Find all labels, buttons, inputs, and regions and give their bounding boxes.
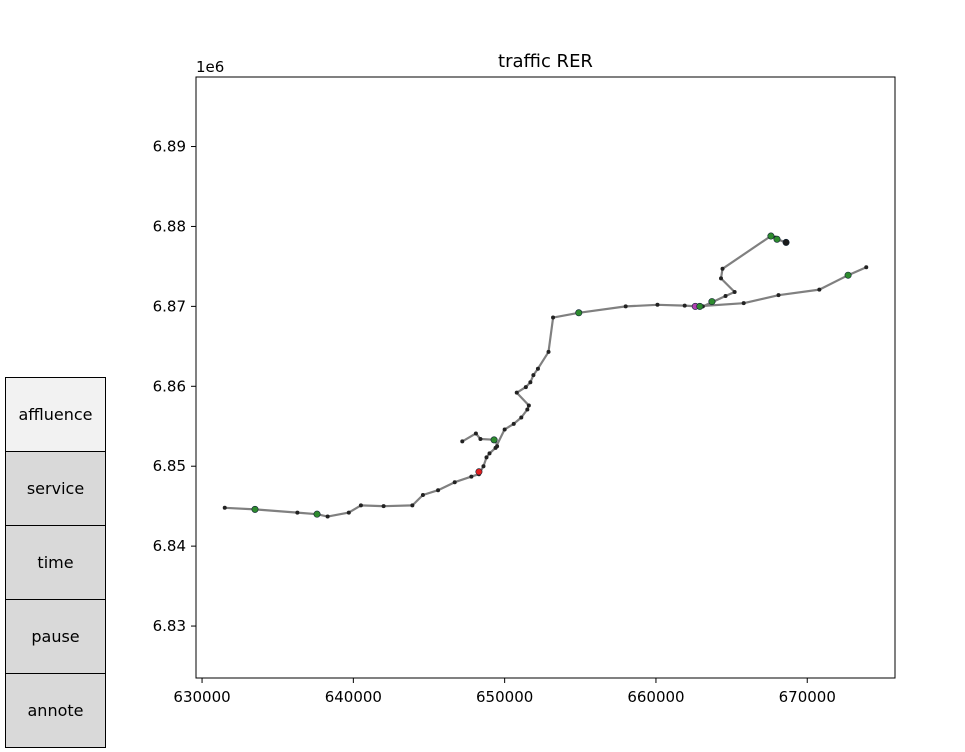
route-point	[525, 407, 530, 412]
route-point	[469, 474, 474, 479]
y-tick-label: 6.84	[153, 537, 186, 555]
route-point	[420, 492, 425, 497]
y-tick-label: 6.85	[153, 457, 186, 475]
route-point	[732, 289, 737, 294]
route-point	[623, 304, 628, 309]
station-marker	[490, 436, 498, 444]
y-tick-label: 6.89	[153, 138, 186, 156]
route-point	[741, 301, 746, 306]
route-point	[682, 303, 687, 308]
route-point	[719, 276, 724, 281]
route-point	[723, 293, 728, 298]
route-point	[511, 421, 516, 426]
route-point	[478, 437, 483, 442]
y-tick-label: 6.86	[153, 377, 186, 395]
axis-ticks: 630000 640000 650000 660000 670000 6.83 6.84 6.…	[153, 138, 836, 706]
y-tick-label: 6.83	[153, 617, 186, 635]
route-point	[325, 514, 330, 519]
x-tick-label: 670000	[779, 688, 836, 706]
route-point	[546, 349, 551, 354]
route-line	[224, 234, 787, 518]
station-marker	[782, 238, 790, 246]
route-point	[528, 380, 533, 385]
route-point	[523, 385, 528, 390]
station-marker	[251, 505, 259, 513]
x-tick-label: 630000	[173, 688, 230, 706]
y-offset-label: 1e6	[196, 58, 224, 76]
station-marker	[844, 271, 852, 279]
service-button[interactable]: service	[5, 451, 106, 526]
station-marker	[708, 298, 716, 306]
control-buttons: affluence service time pause annote	[5, 377, 106, 748]
route-point	[295, 510, 300, 515]
time-button[interactable]: time	[5, 525, 106, 600]
affluence-button[interactable]: affluence	[5, 377, 106, 452]
route-point	[495, 444, 500, 449]
x-tick-label: 640000	[325, 688, 382, 706]
route-point	[460, 439, 465, 444]
route-point	[817, 287, 822, 292]
route-point	[481, 464, 486, 469]
route-lines	[224, 234, 867, 518]
route-point	[776, 293, 781, 298]
route-point	[346, 510, 351, 515]
route-point	[358, 503, 363, 508]
station-marker	[773, 235, 781, 243]
route-point	[502, 427, 507, 432]
x-tick-label: 650000	[476, 688, 533, 706]
chart-title: traffic RER	[498, 51, 593, 72]
station-markers	[251, 232, 852, 518]
station-marker	[313, 510, 321, 518]
route-points	[222, 234, 869, 519]
station-marker	[575, 309, 583, 317]
route-point	[535, 366, 540, 371]
route-point	[864, 265, 869, 270]
pause-button[interactable]: pause	[5, 599, 106, 674]
route-point	[531, 373, 536, 378]
route-point	[655, 302, 660, 307]
route-point	[484, 455, 489, 460]
route-point	[487, 451, 492, 456]
x-tick-label: 660000	[627, 688, 684, 706]
route-point	[410, 503, 415, 508]
route-point	[473, 431, 478, 436]
station-marker	[696, 302, 704, 310]
route-point	[222, 505, 227, 510]
plot-frame	[195, 76, 896, 679]
station-marker	[475, 468, 483, 476]
y-tick-label: 6.87	[153, 297, 186, 315]
y-tick-label: 6.88	[153, 217, 186, 235]
station-marker	[767, 232, 775, 240]
route-point	[519, 415, 524, 420]
route-point	[526, 403, 531, 408]
route-point	[720, 266, 725, 271]
route-point	[436, 488, 441, 493]
route-point	[551, 315, 556, 320]
route-point	[381, 504, 386, 509]
route-point	[452, 480, 457, 485]
annote-button[interactable]: annote	[5, 673, 106, 748]
route-point	[514, 390, 519, 395]
